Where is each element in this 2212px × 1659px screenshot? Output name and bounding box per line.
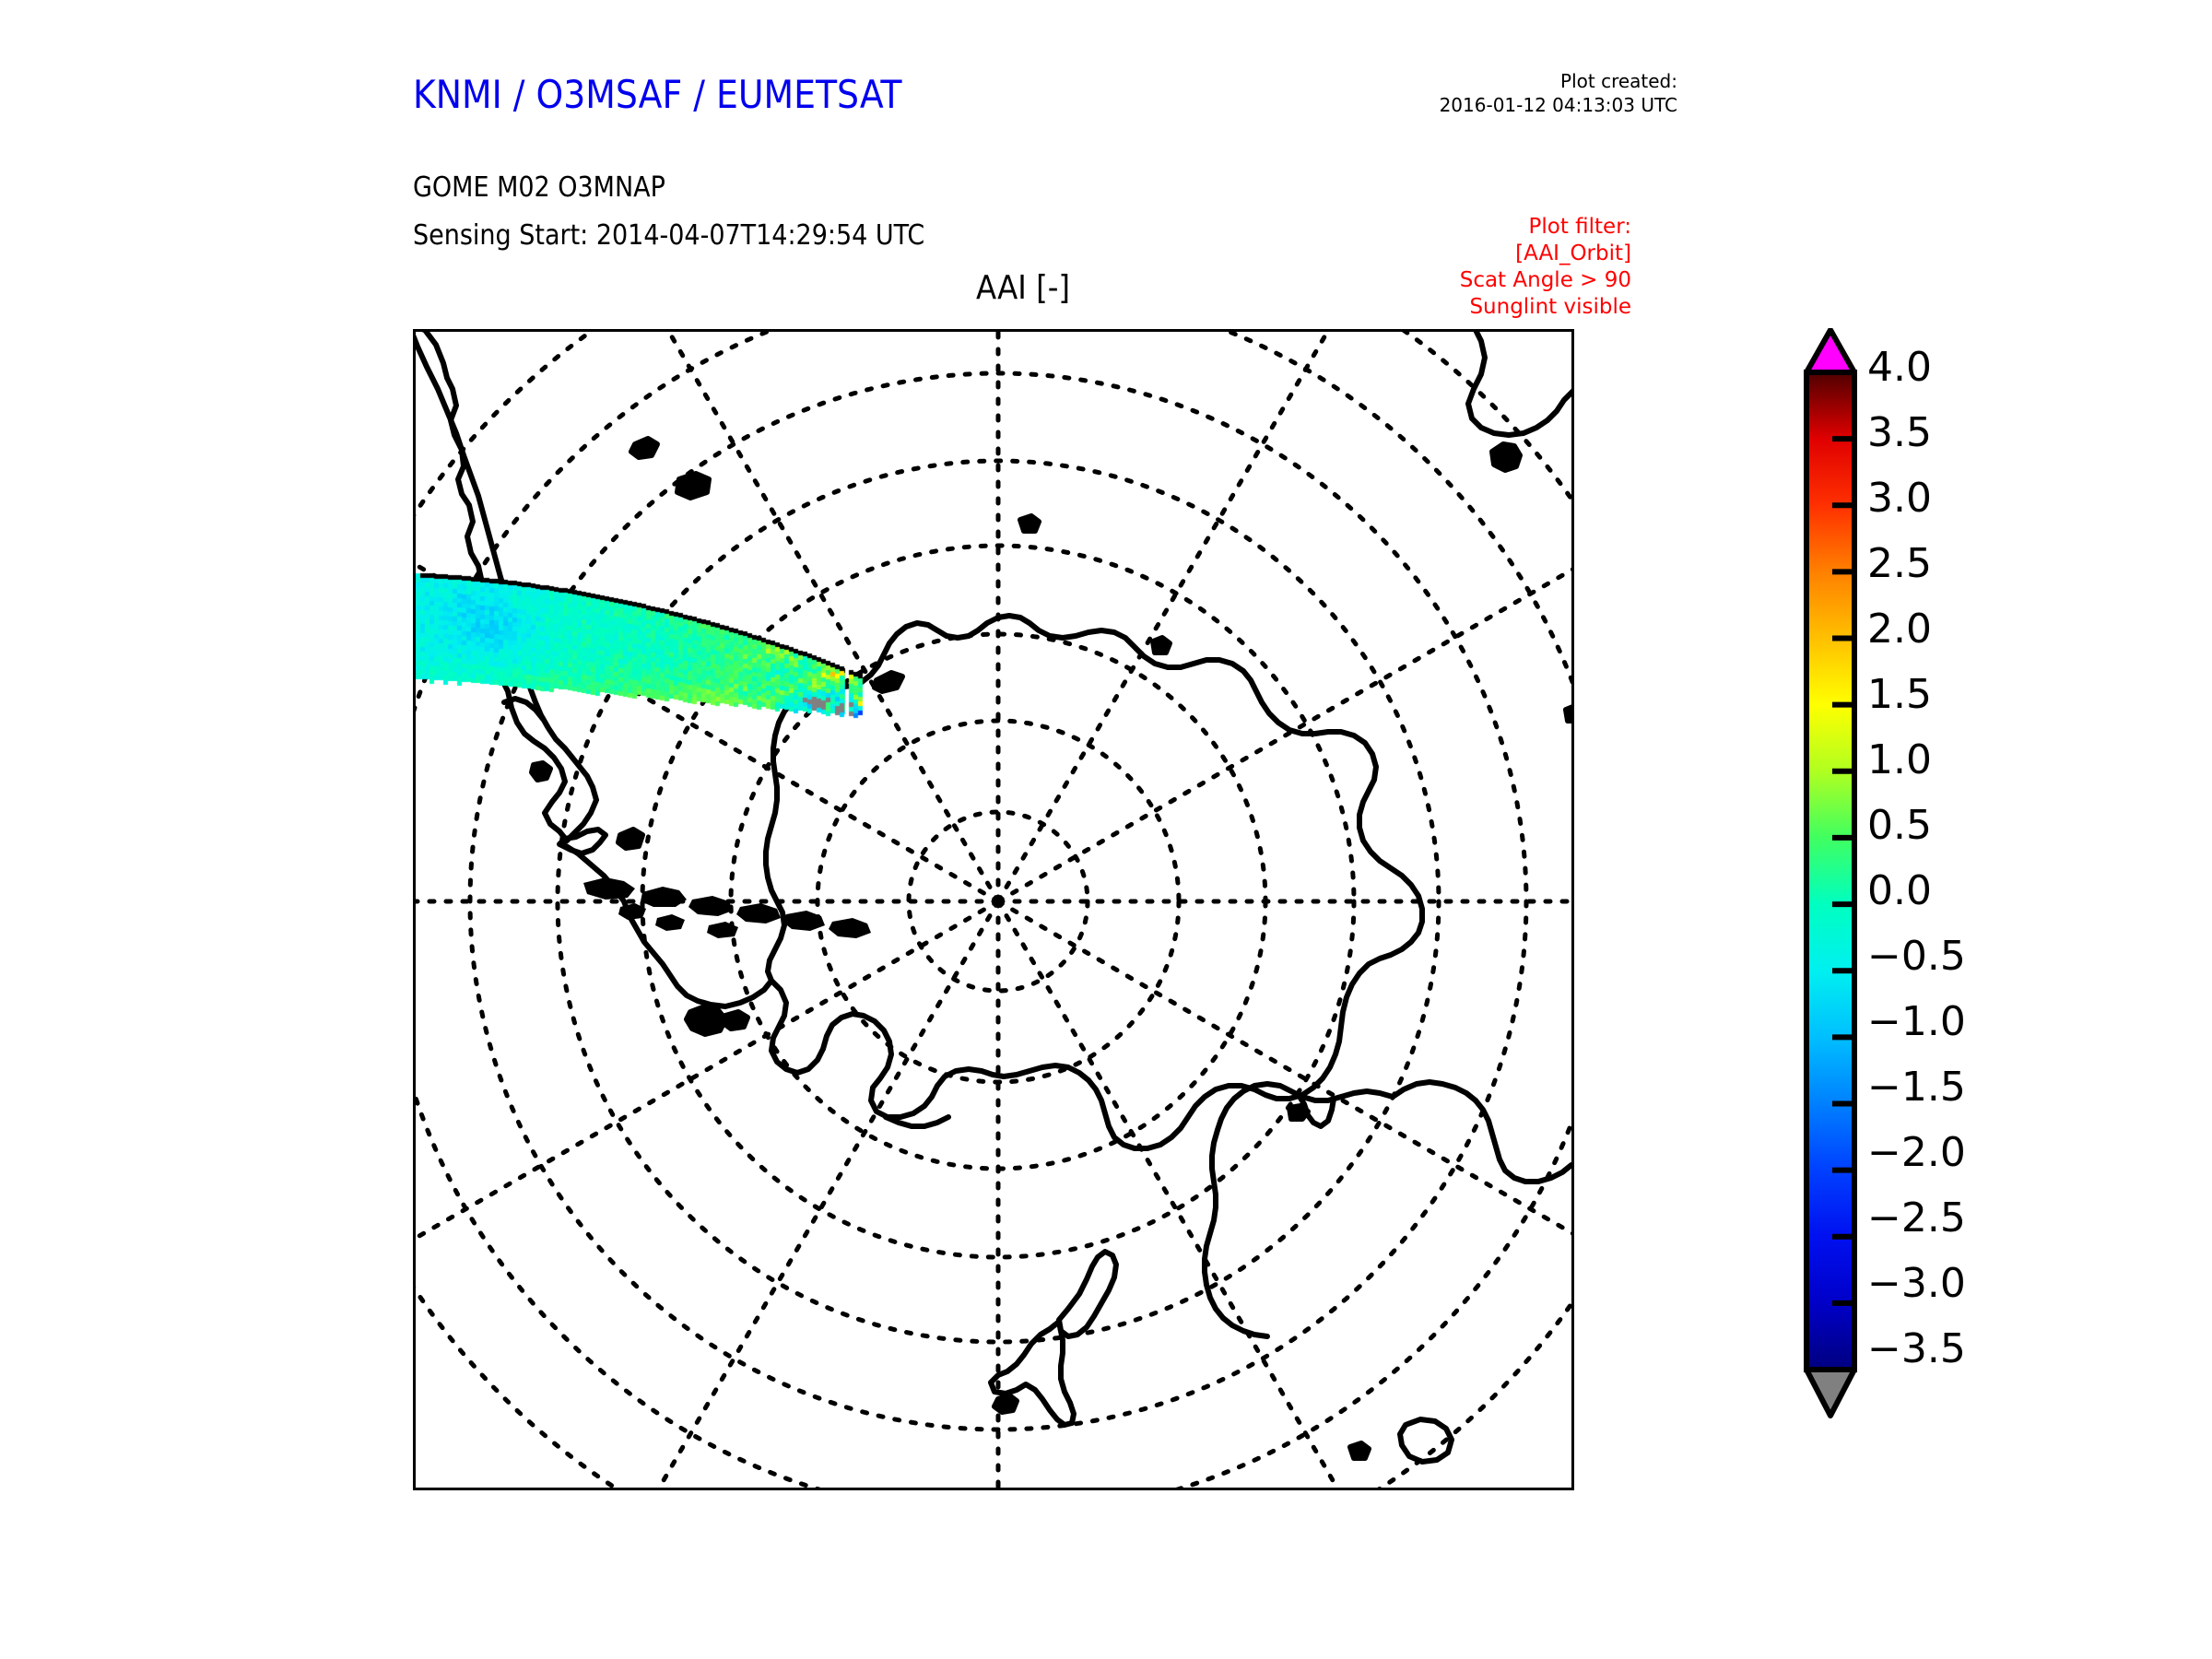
- plot-created-label: Plot created:: [1560, 70, 1677, 92]
- colorbar-tick-label: −3.0: [1867, 1260, 1966, 1308]
- plot-filter-line-1: Scat Angle > 90: [1459, 267, 1631, 292]
- colorbar-tick-label: −2.0: [1867, 1129, 1966, 1177]
- colorbar-tick-label: 0.5: [1867, 802, 1932, 850]
- colorbar-tick-label: 0.0: [1867, 867, 1932, 915]
- colorbar-tick-label: −2.5: [1867, 1194, 1966, 1242]
- colorbar-tick-label: 3.0: [1867, 475, 1932, 523]
- colorbar-tick-label: 1.5: [1867, 671, 1932, 719]
- colorbar-under-arrow: [1804, 1367, 1857, 1418]
- plot-filter-line-0: [AAI_Orbit]: [1515, 241, 1631, 265]
- colorbar-tick-label: −0.5: [1867, 933, 1966, 981]
- colorbar: 4.0 3.5 3.0 2.5 2.0 1.5 1.0 0.5 0.0 −0.5 −1.0 −1.5 −…: [1795, 328, 2183, 1489]
- colorbar-tick-label: −3.5: [1867, 1325, 1966, 1373]
- colorbar-tick-label: 3.5: [1867, 409, 1932, 457]
- colorbar-tick-label: 2.5: [1867, 540, 1932, 588]
- aai-swath-data: [416, 332, 1571, 1488]
- colorbar-over-arrow: [1804, 328, 1857, 375]
- colorbar-tick-label: −1.0: [1867, 998, 1966, 1046]
- colorbar-tick-label: 1.0: [1867, 736, 1932, 784]
- organisation-title: KNMI / O3MSAF / EUMETSAT: [413, 72, 902, 117]
- colorbar-tick-label: 2.0: [1867, 606, 1932, 653]
- colorbar-tick-label: −1.5: [1867, 1064, 1966, 1112]
- colorbar-tick-label: 4.0: [1867, 344, 1932, 392]
- plot-filter-title: Plot filter:: [1528, 215, 1631, 239]
- colorbar-gradient: [1804, 370, 1857, 1372]
- sensing-start-line: Sensing Start: 2014-04-07T14:29:54 UTC: [413, 219, 925, 252]
- colorbar-ticks: [1832, 370, 1854, 1372]
- map-plot-area: [413, 329, 1574, 1490]
- colorbar-svg: [1804, 328, 1857, 1418]
- map-title: AAI [-]: [975, 269, 1071, 307]
- polar-stereographic-map: [416, 332, 1571, 1488]
- plot-filter-line-2: Sunglint visible: [1469, 294, 1631, 319]
- plot-created-block: Plot created: 2016-01-12 04:13:03 UTC: [1272, 70, 1677, 117]
- plot-filter-block: Plot filter: [AAI_Orbit] Scat Angle > 90…: [1327, 214, 1631, 321]
- plot-created-timestamp: 2016-01-12 04:13:03 UTC: [1439, 93, 1677, 116]
- instrument-product-line: GOME M02 O3MNAP: [413, 171, 665, 204]
